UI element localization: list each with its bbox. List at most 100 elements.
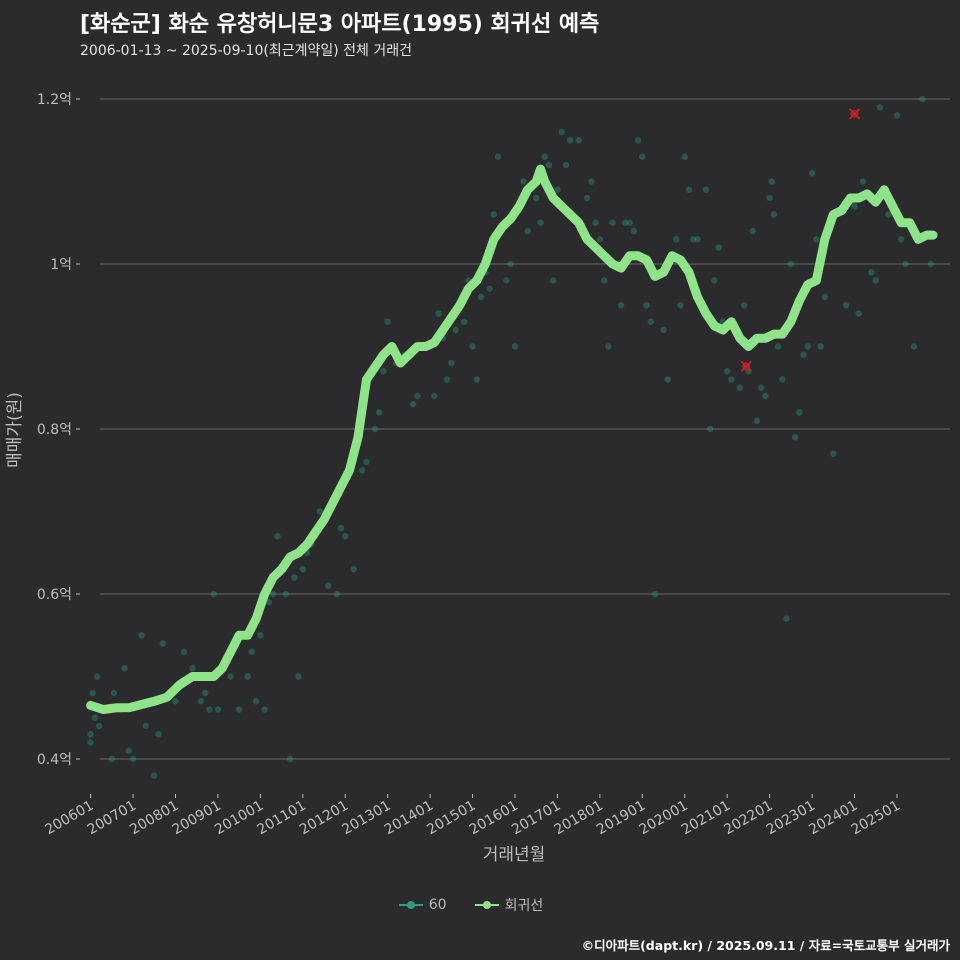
y-axis-label: 매매가(원) xyxy=(5,392,25,468)
scatter-point xyxy=(868,269,875,276)
scatter-point xyxy=(575,137,582,144)
scatter-point xyxy=(919,95,926,103)
scatter-point xyxy=(227,673,234,680)
scatter-point xyxy=(800,351,807,358)
scatter-point xyxy=(804,343,812,350)
scatter-point xyxy=(333,590,340,598)
scatter-point xyxy=(93,673,101,680)
scatter-point xyxy=(214,706,222,713)
scatter-point xyxy=(592,219,599,226)
scatter-point xyxy=(885,211,892,218)
scatter-point xyxy=(363,458,370,466)
scatter-point xyxy=(562,161,570,169)
scatter-point xyxy=(558,128,565,136)
scatter-point xyxy=(927,260,935,268)
scatter-point xyxy=(477,293,485,301)
scatter-point xyxy=(414,392,421,400)
legend-label-regression: 회귀선 xyxy=(504,898,544,914)
scatter-point xyxy=(269,590,277,598)
scatter-point xyxy=(690,236,697,243)
scatter-point xyxy=(766,194,773,202)
scatter-point xyxy=(282,590,290,598)
scatter-point xyxy=(681,153,688,160)
scatter-point xyxy=(172,698,179,705)
y-tick-label: 1.2억 xyxy=(37,92,72,108)
scatter-point xyxy=(630,227,638,235)
scatter-point xyxy=(851,203,858,210)
scatter-point xyxy=(702,186,710,193)
legend-label-60: 60 xyxy=(428,897,447,913)
scatter-point xyxy=(325,582,332,589)
scatter-point xyxy=(244,673,251,680)
scatter-point xyxy=(830,450,837,457)
regression-line xyxy=(86,164,938,714)
source-caption: ©디아파트(dapt.kr) / 2025.09.11 / 자료=국토교통부 실… xyxy=(581,938,950,953)
scatter-point xyxy=(511,343,519,350)
scatter-point xyxy=(817,343,824,350)
scatter-point xyxy=(796,409,803,416)
scatter-point xyxy=(749,227,756,235)
scatter-point xyxy=(605,343,612,350)
x-axis-ticks: 2006012007012008012009012010012011012012… xyxy=(42,794,903,838)
x-axis-label: 거래년월 xyxy=(483,845,546,865)
scatter-point xyxy=(91,714,99,721)
scatter-point xyxy=(342,533,349,540)
scatter-point xyxy=(872,277,879,284)
scatter-point xyxy=(452,326,459,334)
scatter-point xyxy=(189,665,196,672)
scatter-point xyxy=(155,731,162,738)
scatter-point xyxy=(121,665,128,672)
scatter-point xyxy=(108,755,116,763)
scatter-point xyxy=(299,566,307,573)
scatter-point xyxy=(715,244,722,251)
scatter-point xyxy=(770,211,778,218)
scatter-point xyxy=(596,236,604,243)
scatter-point xyxy=(248,648,256,655)
scatter-point xyxy=(125,747,133,754)
grid-lines xyxy=(100,98,950,760)
scatter-point xyxy=(711,277,718,284)
legend-item-60: 60 xyxy=(398,897,465,913)
scatter-point xyxy=(537,219,544,226)
scatter-point xyxy=(694,236,701,243)
scatter-point xyxy=(554,186,561,193)
y-tick-label: 0.4억 xyxy=(37,752,72,768)
scatter-point xyxy=(265,599,273,606)
chart-subtitle: 2006-01-13 ~ 2025-09-10(최근계약일) 전체 거래건 xyxy=(80,43,412,59)
scatter-point xyxy=(490,211,497,218)
scatter-point xyxy=(677,302,684,309)
chart-title: [화순군] 화순 유창허니문3 아파트(1995) 회귀선 예측 xyxy=(80,12,600,37)
scatter-point xyxy=(210,590,217,598)
scatter-point xyxy=(448,359,455,367)
scatter-point xyxy=(757,384,765,391)
legend-key-regression xyxy=(474,897,499,913)
scatter-point xyxy=(651,590,659,598)
scatter-point xyxy=(762,392,769,400)
scatter-point xyxy=(626,219,633,226)
scatter-point xyxy=(286,755,294,763)
scatter-point xyxy=(87,739,94,746)
y-tick-label: 1억 xyxy=(50,257,72,273)
scatter-point xyxy=(257,632,264,639)
scatter-point xyxy=(673,236,680,243)
y-axis-ticks: 0.4억 0.6억 0.8억 1억 1.2억 xyxy=(37,92,80,768)
scatter-point xyxy=(660,326,667,334)
scatter-point xyxy=(350,566,357,573)
scatter-point xyxy=(95,722,103,730)
scatter-point xyxy=(842,302,850,309)
scatter-point xyxy=(151,772,158,779)
scatter-point xyxy=(252,698,260,705)
scatter-point xyxy=(768,178,775,185)
scatter-point xyxy=(507,260,514,268)
scatter-point xyxy=(723,368,731,375)
scatter-point xyxy=(600,277,608,284)
scatter-point xyxy=(541,153,548,160)
scatter-point xyxy=(685,186,693,193)
scatter-point xyxy=(855,310,862,317)
scatter-point xyxy=(460,318,468,325)
scatter-point xyxy=(409,401,417,408)
scatter-point xyxy=(159,640,166,647)
scatter-point xyxy=(138,632,145,639)
scatter-point xyxy=(791,434,799,441)
